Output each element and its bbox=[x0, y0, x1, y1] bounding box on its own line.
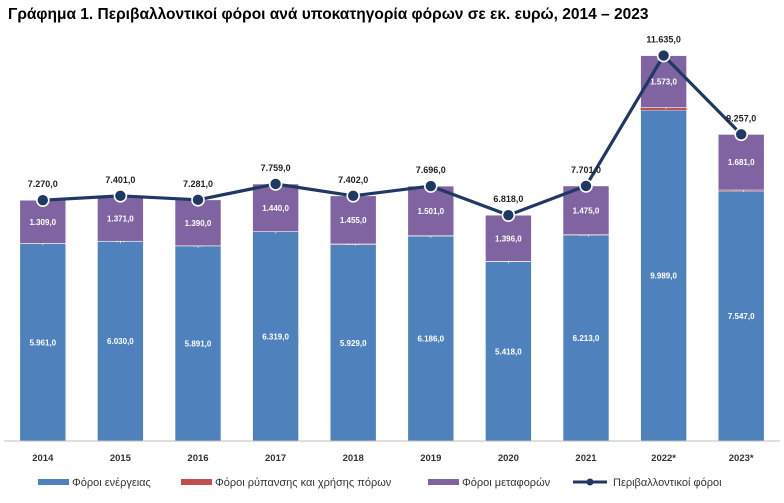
total-value-label: 7.696,0 bbox=[416, 165, 446, 175]
bar-segment-transport bbox=[485, 214, 532, 262]
bar-segment-energy bbox=[485, 261, 532, 442]
total-value-label: 11.635,0 bbox=[646, 35, 681, 45]
total-point bbox=[734, 127, 749, 142]
legend-marker bbox=[586, 478, 594, 486]
legend-item-total: Περιβαλλοντικοί φόροι bbox=[573, 477, 722, 489]
bar-segment-transport bbox=[174, 199, 222, 247]
bar-value-label: 6.213,0 bbox=[573, 334, 600, 343]
bar-value-label: 1.573,0 bbox=[650, 78, 677, 87]
bar-segment-energy bbox=[407, 235, 455, 442]
bars-layer: 5.961,00,01.309,06.030,00,01.371,05.891,… bbox=[19, 55, 765, 442]
total-value-label: 6.818,0 bbox=[493, 194, 523, 204]
legend-item-energy: Φόροι ενέργειας bbox=[38, 477, 151, 489]
legend-label: Φόροι μεταφορών bbox=[462, 477, 551, 489]
bar-segment-energy bbox=[252, 231, 299, 442]
legend-swatch bbox=[428, 479, 459, 485]
bar-value-label: 1.390,0 bbox=[185, 219, 212, 228]
bar-segment-transport bbox=[252, 183, 299, 232]
bar-value-label: 5.929,0 bbox=[340, 339, 367, 348]
bar-value-label: 6.030,0 bbox=[107, 337, 134, 346]
x-tick-label: 2020 bbox=[498, 453, 519, 464]
legend-label: Φόροι ρύπανσης και χρήσης πόρων bbox=[215, 477, 392, 489]
x-tick-label: 2014 bbox=[32, 453, 54, 464]
total-point bbox=[268, 177, 283, 191]
bar-value-label: 5.961,0 bbox=[29, 338, 56, 347]
total-value-label: 9.257,0 bbox=[726, 113, 756, 123]
total-value-label: 7.401,0 bbox=[105, 175, 135, 185]
bar-segment-energy bbox=[640, 109, 687, 442]
total-point bbox=[35, 193, 50, 207]
bar-value-label: 5.418,0 bbox=[495, 347, 522, 356]
total-value-label: 7.759,0 bbox=[261, 163, 291, 173]
x-tick-label: 2016 bbox=[187, 453, 208, 464]
bar-segment-energy bbox=[329, 244, 377, 442]
x-tick-label: 2022* bbox=[651, 453, 676, 464]
total-point bbox=[501, 208, 516, 222]
bar-value-label: 1.681,0 bbox=[728, 158, 755, 167]
bar-segment-transport bbox=[717, 134, 765, 191]
bar-value-label: 1.371,0 bbox=[107, 215, 134, 224]
x-tick-label: 2023* bbox=[729, 453, 754, 464]
bar-value-label: 1.309,0 bbox=[29, 218, 56, 227]
legend-swatch bbox=[181, 479, 212, 485]
bar-segment-energy bbox=[97, 240, 144, 442]
legend-swatch bbox=[38, 479, 69, 485]
bar-value-label: 1.475,0 bbox=[573, 206, 600, 215]
bar-value-label: 1.501,0 bbox=[417, 207, 444, 216]
total-point bbox=[656, 48, 671, 63]
x-tick-label: 2019 bbox=[420, 453, 441, 464]
x-tick-label: 2015 bbox=[110, 453, 132, 464]
legend-label: Φόροι ενέργειας bbox=[72, 477, 151, 489]
legend-item-pollution: Φόροι ρύπανσης και χρήσης πόρων bbox=[181, 477, 392, 489]
total-value-label: 7.402,0 bbox=[338, 175, 368, 185]
bar-segment-energy bbox=[562, 234, 610, 442]
total-line bbox=[42, 53, 743, 217]
total-point bbox=[579, 179, 593, 193]
legend-item-transport: Φόροι μεταφορών bbox=[428, 477, 551, 489]
bar-segment-energy bbox=[19, 243, 67, 442]
total-point bbox=[346, 189, 361, 203]
legend: Φόροι ενέργειας Φόροι ρύπανσης και χρήσης… bbox=[38, 477, 722, 489]
bar-value-label: 1.440,0 bbox=[262, 204, 289, 213]
bar-segment-pollution bbox=[640, 107, 687, 111]
bar-value-label: 6.319,0 bbox=[262, 332, 289, 341]
bar-segment-transport bbox=[407, 185, 455, 237]
bar-segment-transport bbox=[329, 195, 377, 245]
total-point bbox=[423, 179, 438, 193]
total-value-label: 7.281,0 bbox=[183, 179, 213, 189]
bar-value-label: 7.547,0 bbox=[728, 312, 755, 321]
total-value-label: 7.701,0 bbox=[571, 165, 601, 175]
bar-value-label: 5.891,0 bbox=[185, 339, 212, 348]
bar-segment-transport bbox=[562, 185, 610, 236]
x-tick-label: 2018 bbox=[343, 453, 364, 464]
legend-label: Περιβαλλοντικοί φόροι bbox=[613, 477, 722, 489]
x-ticks: 2014 2015 2016 2017 2018 2019 2020 2021 2022* 202… bbox=[32, 453, 754, 464]
total-value-label: 7.270,0 bbox=[28, 179, 58, 189]
bar-value-label: 6.186,0 bbox=[417, 335, 444, 344]
bar-value-label: 1.396,0 bbox=[495, 234, 522, 243]
chart-title: Γράφημα 1. Περιβαλλοντικοί φόροι ανά υπο… bbox=[8, 6, 649, 23]
bar-segment-energy bbox=[717, 190, 765, 442]
x-tick-label: 2021 bbox=[575, 453, 597, 464]
total-line-layer: 7.270,0 7.401,0 7.281,0 7.759,0 7.402,0 7.696… bbox=[28, 35, 756, 222]
bar-value-label: 1.455,0 bbox=[340, 216, 367, 225]
total-point bbox=[191, 193, 205, 207]
x-tick-label: 2017 bbox=[265, 453, 286, 464]
bar-segment-pollution bbox=[718, 189, 765, 192]
bar-value-label: 9.989,0 bbox=[650, 272, 677, 281]
bar-segment-transport bbox=[19, 199, 67, 244]
bar-segment-transport bbox=[97, 195, 144, 242]
total-point bbox=[113, 189, 128, 203]
